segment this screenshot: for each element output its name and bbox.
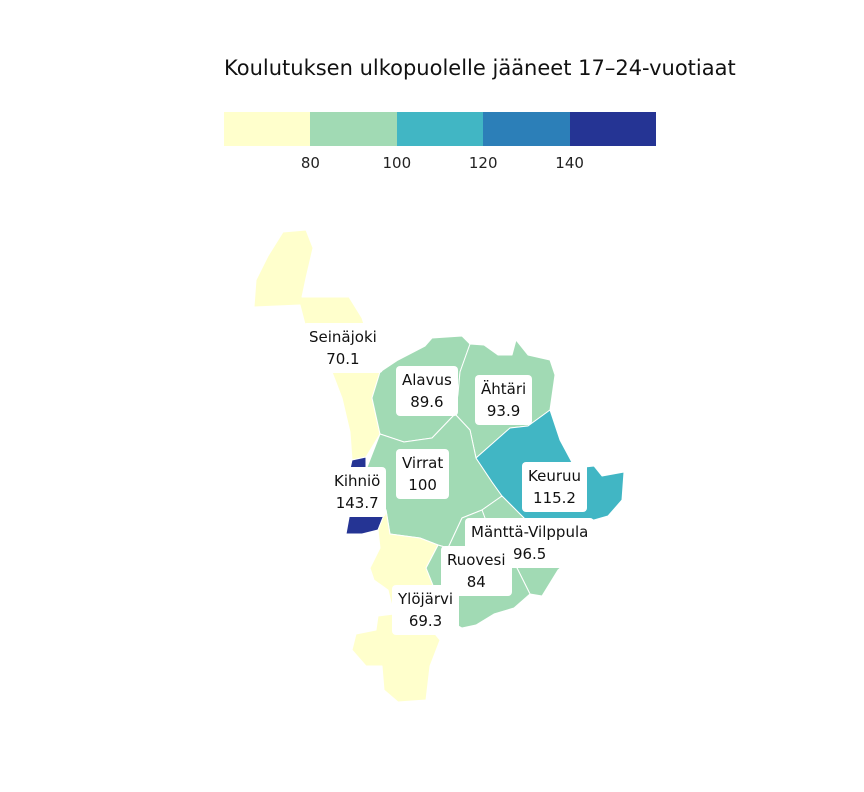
legend-swatch-3 xyxy=(396,112,484,146)
label-alavus-name: Alavus xyxy=(402,371,452,389)
label-kihnio-name: Kihniö xyxy=(334,472,381,490)
label-mantta-vilppula-name: Mänttä-Vilppula xyxy=(471,523,589,541)
label-ylojarvi-name: Ylöjärvi xyxy=(398,590,454,608)
label-seinajoki-value: 70.1 xyxy=(326,350,360,368)
legend-swatch-4 xyxy=(483,112,570,146)
label-ahtari-name: Ähtäri xyxy=(481,380,527,398)
label-keuruu-value: 115.2 xyxy=(533,489,576,507)
color-legend: 80 100 120 140 xyxy=(224,112,656,172)
label-seinajoki-name: Seinäjoki xyxy=(309,328,377,346)
label-ylojarvi: Ylöjärvi 69.3 xyxy=(392,585,460,635)
legend-tick-100: 100 xyxy=(382,154,412,172)
label-ruovesi: Ruovesi 84 xyxy=(441,546,512,596)
label-mantta-vilppula-value: 96.5 xyxy=(512,545,547,563)
label-virrat-value: 100 xyxy=(408,476,437,494)
label-ruovesi-name: Ruovesi xyxy=(447,551,506,569)
label-alavus-value: 89.6 xyxy=(410,393,444,411)
label-alavus: Alavus 89.6 xyxy=(396,366,458,416)
label-virrat-name: Virrat xyxy=(402,454,444,472)
legend-tick-120: 120 xyxy=(468,154,498,172)
map-title: Koulutuksen ulkopuolelle jääneet 17–24-v… xyxy=(224,56,736,80)
legend-tick-140: 140 xyxy=(555,154,584,172)
label-seinajoki: Seinäjoki 70.1 xyxy=(303,323,383,373)
label-ylojarvi-value: 69.3 xyxy=(408,612,443,630)
legend-tick-80: 80 xyxy=(300,154,320,172)
label-ruovesi-value: 84 xyxy=(466,573,486,591)
label-keuruu-name: Keuruu xyxy=(528,467,582,485)
label-kihnio-value: 143.7 xyxy=(335,494,379,512)
label-ahtari-value: 93.9 xyxy=(486,402,521,420)
label-ahtari: Ähtäri 93.9 xyxy=(475,375,533,425)
legend-swatch-5 xyxy=(569,112,656,146)
label-keuruu: Keuruu 115.2 xyxy=(522,462,588,512)
legend-swatch-1 xyxy=(224,112,311,146)
label-kihnio: Kihniö 143.7 xyxy=(328,467,387,517)
legend-swatch-2 xyxy=(310,112,397,146)
label-virrat: Virrat 100 xyxy=(396,449,450,499)
